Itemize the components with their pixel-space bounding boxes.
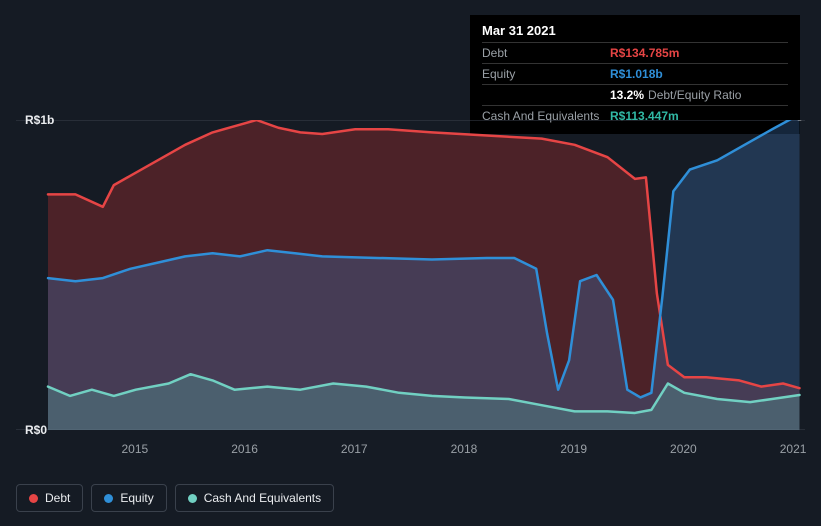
tooltip-row-label: Equity [482,67,610,81]
tooltip-row-value: R$1.018b [610,67,663,81]
x-axis-label: 2016 [231,442,258,456]
chart-tooltip: Mar 31 2021 DebtR$134.785mEquityR$1.018b… [470,15,800,134]
legend-item[interactable]: Equity [91,484,166,512]
x-axis-label: 2018 [451,442,478,456]
tooltip-row-sublabel: Debt/Equity Ratio [648,88,741,102]
financial-chart[interactable] [16,120,805,430]
tooltip-row: DebtR$134.785m [482,42,788,63]
y-axis-label: R$1b [0,113,32,127]
chart-legend: Debt Equity Cash And Equivalents [16,484,334,512]
legend-item[interactable]: Debt [16,484,83,512]
tooltip-row-value: 13.2% [610,88,644,102]
legend-dot-icon [104,494,113,503]
tooltip-row-value: R$134.785m [610,46,679,60]
tooltip-row: 13.2% Debt/Equity Ratio [482,84,788,105]
legend-item[interactable]: Cash And Equivalents [175,484,334,512]
x-axis-label: 2021 [780,442,807,456]
chart-container [16,120,805,430]
y-axis-label: R$0 [0,423,32,437]
legend-label: Debt [45,491,70,505]
x-axis-label: 2017 [341,442,368,456]
x-axis-label: 2015 [121,442,148,456]
legend-dot-icon [188,494,197,503]
legend-label: Cash And Equivalents [204,491,321,505]
tooltip-row-label [482,88,610,102]
tooltip-date: Mar 31 2021 [482,23,788,38]
legend-label: Equity [120,491,153,505]
tooltip-row: EquityR$1.018b [482,63,788,84]
legend-dot-icon [29,494,38,503]
x-axis-label: 2019 [560,442,587,456]
x-axis-label: 2020 [670,442,697,456]
tooltip-row-label: Debt [482,46,610,60]
